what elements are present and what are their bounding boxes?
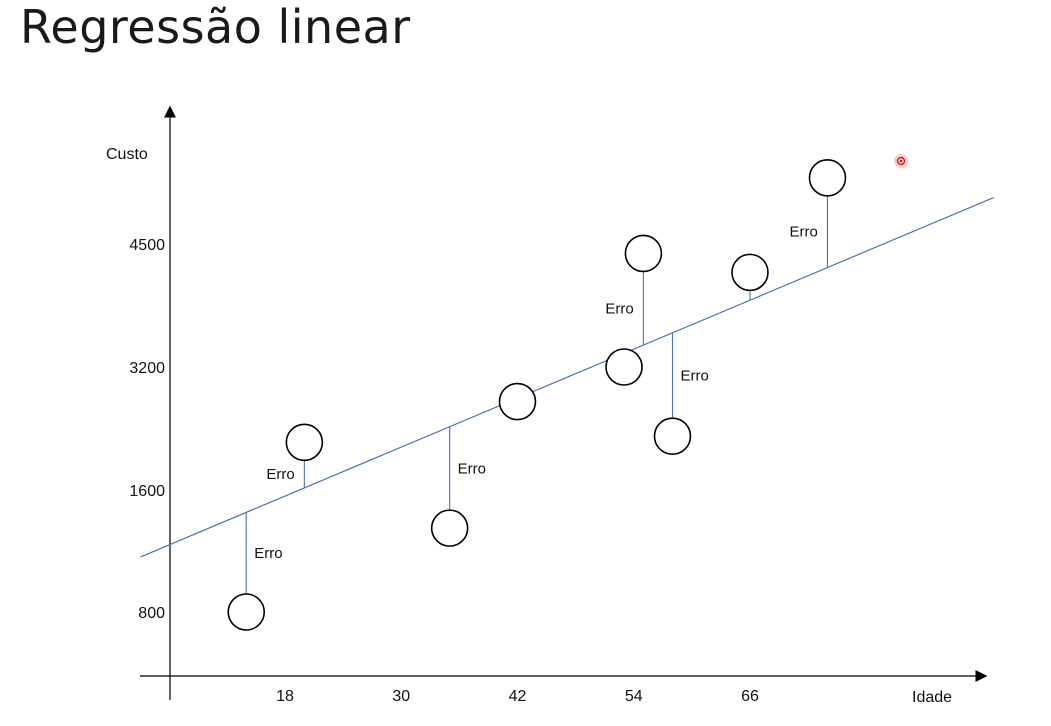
data-point xyxy=(731,253,769,292)
x-tick-label: 18 xyxy=(276,688,294,705)
data-point xyxy=(227,593,266,631)
error-segments: Erro Erro Erro Erro Erro Erro xyxy=(245,195,829,594)
error-label: Erro xyxy=(254,545,282,562)
x-tick-label: 66 xyxy=(741,688,759,705)
y-tick-label: 4500 xyxy=(129,237,165,254)
x-tick-label: 54 xyxy=(625,688,643,705)
y-tick-label: 800 xyxy=(138,605,165,622)
data-points xyxy=(227,159,847,631)
data-point xyxy=(624,234,663,273)
y-axis-label: Custo xyxy=(106,146,148,163)
cursor-indicator xyxy=(894,154,908,168)
data-point xyxy=(498,382,537,421)
data-point xyxy=(605,348,643,386)
error-label: Erro xyxy=(266,466,294,483)
y-tick-label: 3200 xyxy=(129,360,165,377)
data-point xyxy=(808,159,847,197)
data-point xyxy=(285,423,324,462)
error-label: Erro xyxy=(458,460,486,477)
data-point xyxy=(430,509,469,547)
page-title: Regressão linear xyxy=(20,0,411,54)
regression-line-group xyxy=(140,196,994,558)
y-tick-label: 1600 xyxy=(129,483,165,500)
error-label: Erro xyxy=(680,368,708,385)
x-axis-label: Idade xyxy=(912,689,952,706)
tick-labels: 18 30 42 54 66 800 1600 3200 4500 xyxy=(129,237,759,705)
data-point xyxy=(653,417,692,455)
x-tick-label: 30 xyxy=(392,688,410,705)
error-label: Erro xyxy=(605,300,633,317)
regression-line xyxy=(140,196,994,558)
x-tick-label: 42 xyxy=(509,688,527,705)
error-label: Erro xyxy=(789,224,817,241)
